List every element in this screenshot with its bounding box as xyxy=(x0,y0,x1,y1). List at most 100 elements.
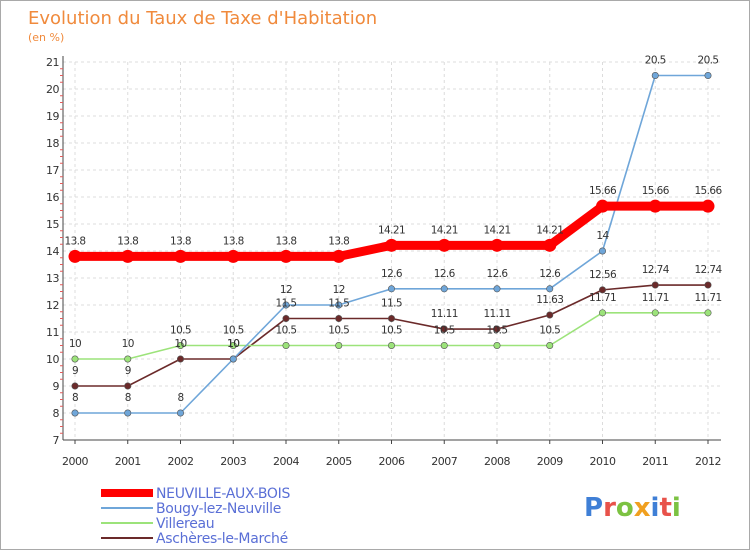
legend: NEUVILLE-AUX-BOISBougy-lez-NeuvilleVille… xyxy=(101,486,291,547)
data-label: 8 xyxy=(72,392,78,404)
data-point xyxy=(596,199,609,213)
y-tick-label: 16 xyxy=(46,191,59,204)
data-labels: 13.8 13.8 13.8 13.8 13.8 13.8 14.21 14.21 14.21 1… xyxy=(65,55,724,405)
data-point xyxy=(177,355,185,363)
data-point xyxy=(704,72,712,80)
x-tick-label: 2008 xyxy=(484,455,510,468)
data-label: 13.8 xyxy=(223,235,244,247)
data-point xyxy=(332,249,346,263)
data-point xyxy=(598,247,606,255)
data-label: 15.66 xyxy=(642,185,670,197)
chart-subtitle: (en %) xyxy=(28,31,64,44)
data-point xyxy=(493,285,501,293)
data-label: 9 xyxy=(72,365,78,377)
data-label: 10.5 xyxy=(381,325,402,337)
data-label: 12.6 xyxy=(381,268,403,280)
data-point xyxy=(546,285,554,293)
legend-label: Aschères-le-Marché xyxy=(156,531,288,547)
data-label: 11.5 xyxy=(381,298,402,310)
data-point xyxy=(71,409,79,417)
y-tick-label: 20 xyxy=(46,83,59,96)
data-label: 10 xyxy=(227,338,239,350)
logo-text: Proxiti xyxy=(584,493,681,523)
data-point xyxy=(226,249,240,263)
data-point xyxy=(335,301,343,309)
data-label: 8 xyxy=(177,392,183,404)
data-point xyxy=(124,355,132,363)
x-tick-label: 2007 xyxy=(431,455,457,468)
series xyxy=(68,72,715,417)
data-label: 13.8 xyxy=(276,235,297,247)
data-point xyxy=(440,325,448,333)
legend-label: NEUVILLE-AUX-BOIS xyxy=(156,486,290,502)
data-point xyxy=(651,309,659,317)
y-tick-label: 8 xyxy=(53,407,60,420)
grid xyxy=(63,61,721,441)
x-tick-label: 2002 xyxy=(168,455,194,468)
series-villereau xyxy=(71,309,712,363)
x-tick-label: 2012 xyxy=(695,455,721,468)
data-label: 12.74 xyxy=(694,264,722,276)
data-point xyxy=(279,249,293,263)
data-label: 13.8 xyxy=(65,235,86,247)
data-point xyxy=(701,199,715,213)
data-point xyxy=(121,249,135,263)
data-point xyxy=(124,409,132,417)
data-label: 10 xyxy=(227,338,239,350)
y-tick-label: 12 xyxy=(46,299,59,312)
x-tick-label: 2003 xyxy=(220,455,246,468)
data-label: 15.66 xyxy=(694,185,722,197)
data-label: 10.5 xyxy=(328,325,349,337)
data-point xyxy=(385,238,398,252)
data-point xyxy=(598,286,606,294)
y-tick-label: 9 xyxy=(53,380,60,393)
data-point xyxy=(229,355,237,363)
x-tick-label: 2001 xyxy=(115,455,141,468)
data-point xyxy=(437,238,451,252)
series-neuville-aux-bois xyxy=(68,199,715,263)
data-point xyxy=(546,311,554,319)
data-point xyxy=(387,285,395,293)
data-label: 12.6 xyxy=(434,268,456,280)
data-label: 11.71 xyxy=(589,292,616,304)
data-label: 12.74 xyxy=(642,264,670,276)
data-label: 11.63 xyxy=(536,294,563,306)
y-tick-label: 7 xyxy=(53,434,60,447)
data-label: 14.21 xyxy=(536,224,563,236)
legend-label: Bougy-lez-Neuville xyxy=(156,501,281,517)
data-point xyxy=(598,309,606,317)
data-label: 11.5 xyxy=(276,298,297,310)
x-tick-label: 2011 xyxy=(642,455,668,468)
data-label: 13.8 xyxy=(328,235,349,247)
data-label: 14.21 xyxy=(378,224,405,236)
data-label: 14 xyxy=(596,230,609,242)
data-point xyxy=(282,301,290,309)
data-point xyxy=(493,341,501,349)
data-point xyxy=(651,281,659,289)
data-label: 10.5 xyxy=(434,325,455,337)
data-label: 12.6 xyxy=(539,268,561,280)
data-label: 11.5 xyxy=(328,298,349,310)
data-point xyxy=(387,314,395,322)
data-label: 10 xyxy=(122,338,134,350)
data-label: 8 xyxy=(125,392,131,404)
data-point xyxy=(71,382,79,390)
data-label: 13.8 xyxy=(117,235,138,247)
data-label: 13.8 xyxy=(170,235,191,247)
data-label: 20.5 xyxy=(698,55,719,67)
x-tick-label: 2006 xyxy=(379,455,405,468)
data-label: 9 xyxy=(125,365,131,377)
data-point xyxy=(229,341,237,349)
y-tick-label: 17 xyxy=(46,164,59,177)
y-tick-label: 14 xyxy=(46,245,59,258)
data-label: 11.71 xyxy=(694,292,721,304)
data-point xyxy=(546,341,554,349)
data-label: 14.21 xyxy=(431,224,458,236)
x-tick-label: 2005 xyxy=(326,455,352,468)
y-tick-label: 13 xyxy=(46,272,59,285)
series-bougy-lez-neuville xyxy=(71,72,712,417)
data-point xyxy=(174,249,187,263)
data-point xyxy=(335,314,343,322)
